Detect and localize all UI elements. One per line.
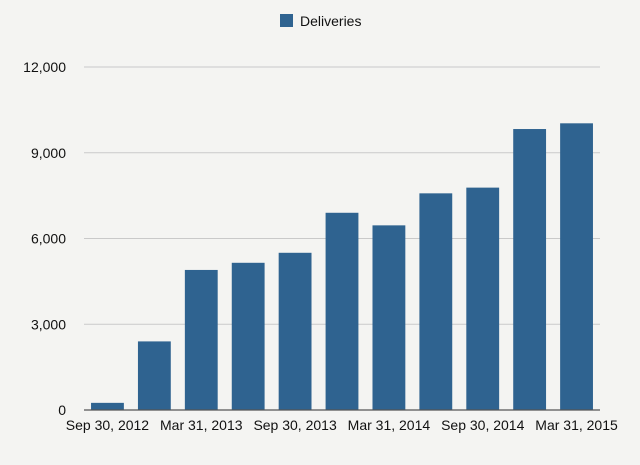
bar-2 [184, 269, 218, 410]
bar-5 [325, 212, 359, 410]
y-tick-labels: 0 3,000 6,000 9,000 12,000 [23, 59, 66, 418]
bar-10 [560, 123, 593, 410]
bar-1 [137, 341, 171, 410]
bar-9 [513, 129, 547, 411]
y-tick-label-1: 3,000 [31, 316, 66, 332]
bar-8 [466, 187, 500, 410]
y-tick-label-0: 0 [58, 402, 66, 418]
legend-swatch [280, 14, 293, 27]
x-tick-label-5: Mar 31, 2015 [535, 417, 618, 433]
bar-3 [231, 262, 265, 410]
y-tick-label-2: 6,000 [31, 231, 66, 247]
bar-4 [278, 252, 312, 410]
legend: Deliveries [280, 13, 361, 29]
x-tick-label-1: Mar 31, 2013 [160, 417, 243, 433]
x-tick-label-0: Sep 30, 2012 [66, 417, 150, 433]
x-tick-label-4: Sep 30, 2014 [441, 417, 525, 433]
x-tick-labels: Sep 30, 2012 Mar 31, 2013 Sep 30, 2013 Mar … [66, 417, 618, 433]
x-tick-label-3: Mar 31, 2014 [348, 417, 431, 433]
bar-6 [372, 225, 406, 410]
x-tick-label-2: Sep 30, 2013 [253, 417, 337, 433]
y-tick-label-3: 9,000 [31, 145, 66, 161]
y-tick-label-4: 12,000 [23, 59, 66, 75]
bar-7 [419, 193, 453, 410]
bar-0 [91, 402, 124, 410]
bars-layer [91, 123, 593, 411]
legend-label: Deliveries [300, 13, 361, 29]
